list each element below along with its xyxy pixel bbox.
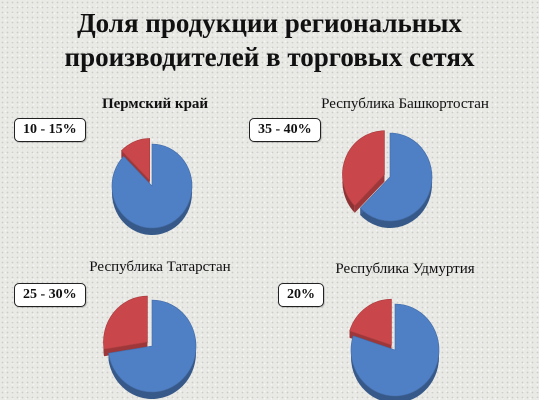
pie-slice-face-0-0	[354, 174, 385, 213]
chart-title: Республика Удмуртия	[335, 261, 475, 277]
pie-slice-regional	[103, 295, 148, 350]
chart-title: Республика Татарстан	[89, 259, 231, 275]
range-badge: 10 - 15%	[14, 118, 86, 142]
pie-slice-regional	[121, 138, 151, 182]
page-title: Доля продукции региональных производител…	[0, 6, 539, 74]
pie-slice-regional	[349, 298, 392, 346]
pie-slice-regional	[342, 130, 385, 207]
range-badge: 25 - 30%	[14, 283, 86, 307]
pie-slice-other	[350, 303, 440, 397]
pie-slice-other	[359, 132, 433, 222]
pie-slice-other	[111, 143, 193, 229]
range-badge: 35 - 40%	[249, 118, 321, 142]
pie-slice-side-1	[360, 133, 433, 229]
range-badge: 20%	[278, 283, 324, 307]
chart-title: Республика Башкортостан	[321, 96, 489, 112]
page-title-line-1: Доля продукции региональных	[77, 8, 462, 38]
chart-title: Пермский край	[101, 96, 209, 112]
page-title-line-2: производителей в торговых сетях	[64, 42, 475, 72]
pie-slice-other	[108, 299, 197, 393]
